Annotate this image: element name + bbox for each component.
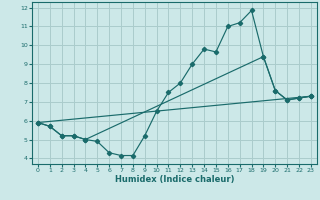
X-axis label: Humidex (Indice chaleur): Humidex (Indice chaleur) xyxy=(115,175,234,184)
